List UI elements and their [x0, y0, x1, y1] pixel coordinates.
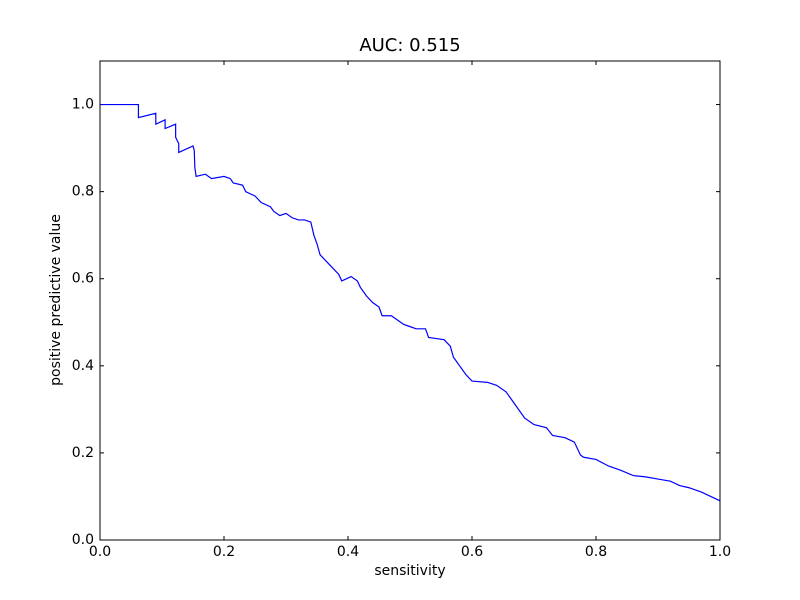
x-axis-label: sensitivity: [374, 563, 445, 579]
x-tick-label: 0.8: [585, 544, 607, 560]
y-tick-label: 0.6: [72, 271, 94, 287]
chart-title: AUC: 0.515: [359, 35, 460, 56]
y-tick-label: 0.4: [72, 358, 94, 374]
y-tick-label: 1.0: [72, 97, 94, 113]
y-tick-label: 0.8: [72, 184, 94, 200]
x-tick-label: 0.2: [213, 544, 235, 560]
x-tick-label: 0.4: [337, 544, 359, 560]
x-tick-label: 0.6: [461, 544, 483, 560]
y-axis-label: positive predictive value: [48, 214, 64, 386]
plot-frame: [99, 60, 721, 541]
y-tick-label: 0.2: [72, 445, 94, 461]
x-tick-label: 0.0: [89, 544, 111, 560]
y-tick-label: 0.0: [72, 532, 94, 548]
x-tick-label: 1.0: [709, 544, 731, 560]
data-line: [100, 103, 721, 502]
